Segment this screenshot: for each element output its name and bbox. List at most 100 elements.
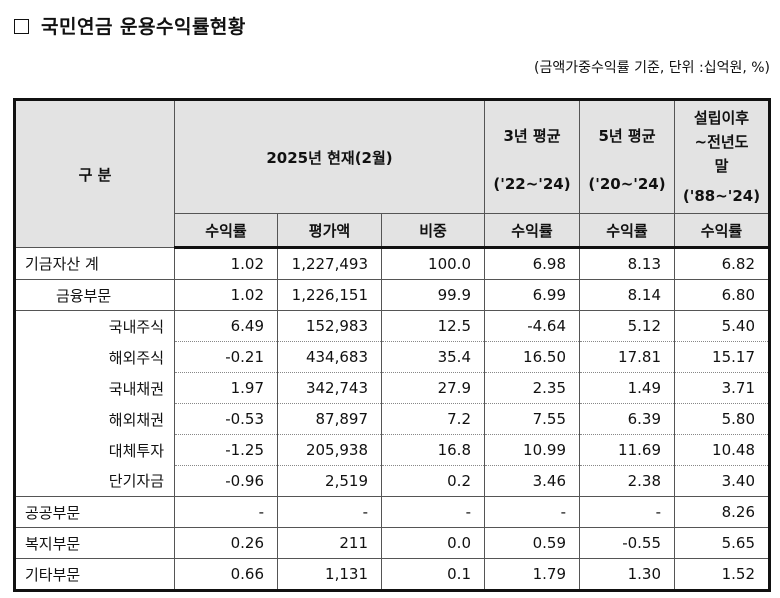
cell-return: 0.66 bbox=[174, 558, 278, 591]
cell-valuation: 1,131 bbox=[277, 558, 382, 591]
header-avg3-label: 3년 평균 bbox=[503, 127, 561, 145]
header-since-line2: ~전년도 bbox=[694, 133, 749, 151]
cell-weight: 16.8 bbox=[381, 434, 485, 466]
header-category: 구 분 bbox=[14, 99, 175, 248]
cell-since: 3.71 bbox=[674, 372, 770, 404]
cell-return: 1.02 bbox=[174, 247, 278, 280]
cell-avg3: 0.59 bbox=[484, 527, 580, 559]
cell-avg5: 17.81 bbox=[579, 341, 675, 373]
subheader-avg5-return: 수익률 bbox=[579, 213, 675, 249]
cell-valuation: 1,227,493 bbox=[277, 247, 382, 280]
row-label: 해외주식 bbox=[14, 341, 175, 373]
cell-return: 1.02 bbox=[174, 279, 278, 311]
cell-valuation: 152,983 bbox=[277, 310, 382, 342]
cell-weight: 7.2 bbox=[381, 403, 485, 435]
cell-return: -0.53 bbox=[174, 403, 278, 435]
table-row: 단기자금 -0.96 2,519 0.2 3.46 2.38 3.40 bbox=[14, 465, 770, 497]
header-since-line3: 말 bbox=[714, 157, 729, 175]
cell-avg3: 6.99 bbox=[484, 279, 580, 311]
cell-avg5: -0.55 bbox=[579, 527, 675, 559]
table-row: 금융부문 1.02 1,226,151 99.9 6.99 8.14 6.80 bbox=[14, 279, 770, 311]
cell-avg5: 8.13 bbox=[579, 247, 675, 280]
cell-avg5: - bbox=[579, 496, 675, 528]
row-label: 공공부문 bbox=[14, 496, 175, 528]
subheader-weight: 비중 bbox=[381, 213, 485, 249]
page-title-text: 국민연금 운용수익률현황 bbox=[41, 16, 246, 38]
cell-weight: 0.0 bbox=[381, 527, 485, 559]
cell-valuation: 342,743 bbox=[277, 372, 382, 404]
row-label: 대체투자 bbox=[14, 434, 175, 466]
cell-valuation: 205,938 bbox=[277, 434, 382, 466]
table-row: 대체투자 -1.25 205,938 16.8 10.99 11.69 10.4… bbox=[14, 434, 770, 466]
cell-since: 10.48 bbox=[674, 434, 770, 466]
cell-return: -1.25 bbox=[174, 434, 278, 466]
cell-return: 6.49 bbox=[174, 310, 278, 342]
header-avg3: 3년 평균 ('22~'24) bbox=[484, 99, 580, 214]
row-label: 해외채권 bbox=[14, 403, 175, 435]
row-label: 복지부문 bbox=[14, 527, 175, 559]
returns-table: 구 분 2025년 현재(2월) 3년 평균 ('22~'24) 5년 평균 (… bbox=[13, 98, 771, 592]
cell-since: 5.65 bbox=[674, 527, 770, 559]
cell-weight: - bbox=[381, 496, 485, 528]
cell-valuation: 211 bbox=[277, 527, 382, 559]
cell-avg5: 1.30 bbox=[579, 558, 675, 591]
cell-weight: 0.2 bbox=[381, 465, 485, 497]
header-avg3-period: ('22~'24) bbox=[493, 175, 571, 193]
cell-avg3: 7.55 bbox=[484, 403, 580, 435]
header-avg5-label: 5년 평균 bbox=[598, 127, 656, 145]
cell-weight: 100.0 bbox=[381, 247, 485, 280]
cell-avg3: 10.99 bbox=[484, 434, 580, 466]
cell-since: 1.52 bbox=[674, 558, 770, 591]
cell-return: -0.21 bbox=[174, 341, 278, 373]
header-avg5: 5년 평균 ('20~'24) bbox=[579, 99, 675, 214]
cell-valuation: 1,226,151 bbox=[277, 279, 382, 311]
row-label: 국내주식 bbox=[14, 310, 175, 342]
cell-return: - bbox=[174, 496, 278, 528]
table-row: 기타부문 0.66 1,131 0.1 1.79 1.30 1.52 bbox=[14, 558, 770, 591]
header-since: 설립이후 ~전년도 말 ('88~'24) bbox=[674, 99, 770, 214]
header-current: 2025년 현재(2월) bbox=[174, 99, 485, 214]
cell-avg5: 8.14 bbox=[579, 279, 675, 311]
cell-valuation: 434,683 bbox=[277, 341, 382, 373]
row-label: 금융부문 bbox=[14, 279, 175, 311]
cell-avg3: 1.79 bbox=[484, 558, 580, 591]
cell-avg3: - bbox=[484, 496, 580, 528]
subheader-avg3-return: 수익률 bbox=[484, 213, 580, 249]
cell-weight: 27.9 bbox=[381, 372, 485, 404]
subheader-since-return: 수익률 bbox=[674, 213, 770, 249]
row-label: 기타부문 bbox=[14, 558, 175, 591]
cell-valuation: - bbox=[277, 496, 382, 528]
subheader-valuation: 평가액 bbox=[277, 213, 382, 249]
table-row: 국내주식 6.49 152,983 12.5 -4.64 5.12 5.40 bbox=[14, 310, 770, 342]
cell-weight: 12.5 bbox=[381, 310, 485, 342]
cell-weight: 35.4 bbox=[381, 341, 485, 373]
cell-weight: 99.9 bbox=[381, 279, 485, 311]
row-label: 단기자금 bbox=[14, 465, 175, 497]
cell-avg3: 3.46 bbox=[484, 465, 580, 497]
page-title: 국민연금 운용수익률현황 bbox=[14, 12, 246, 39]
row-label: 기금자산 계 bbox=[14, 247, 175, 280]
cell-return: 1.97 bbox=[174, 372, 278, 404]
subheader-return: 수익률 bbox=[174, 213, 278, 249]
cell-since: 6.80 bbox=[674, 279, 770, 311]
table-row: 복지부문 0.26 211 0.0 0.59 -0.55 5.65 bbox=[14, 527, 770, 559]
cell-return: 0.26 bbox=[174, 527, 278, 559]
table-row: 기금자산 계 1.02 1,227,493 100.0 6.98 8.13 6.… bbox=[14, 247, 770, 280]
cell-since: 8.26 bbox=[674, 496, 770, 528]
cell-since: 15.17 bbox=[674, 341, 770, 373]
unit-note: (금액가중수익률 기준, 단위 :십억원, %) bbox=[534, 60, 770, 76]
cell-avg5: 5.12 bbox=[579, 310, 675, 342]
header-since-line1: 설립이후 bbox=[693, 109, 750, 127]
row-label: 국내채권 bbox=[14, 372, 175, 404]
cell-return: -0.96 bbox=[174, 465, 278, 497]
cell-weight: 0.1 bbox=[381, 558, 485, 591]
cell-valuation: 2,519 bbox=[277, 465, 382, 497]
header-avg5-period: ('20~'24) bbox=[588, 175, 666, 193]
cell-avg3: 2.35 bbox=[484, 372, 580, 404]
cell-avg3: 6.98 bbox=[484, 247, 580, 280]
table-row: 해외채권 -0.53 87,897 7.2 7.55 6.39 5.80 bbox=[14, 403, 770, 435]
table-row: 국내채권 1.97 342,743 27.9 2.35 1.49 3.71 bbox=[14, 372, 770, 404]
table-row: 해외주식 -0.21 434,683 35.4 16.50 17.81 15.1… bbox=[14, 341, 770, 373]
cell-since: 5.80 bbox=[674, 403, 770, 435]
cell-avg3: 16.50 bbox=[484, 341, 580, 373]
